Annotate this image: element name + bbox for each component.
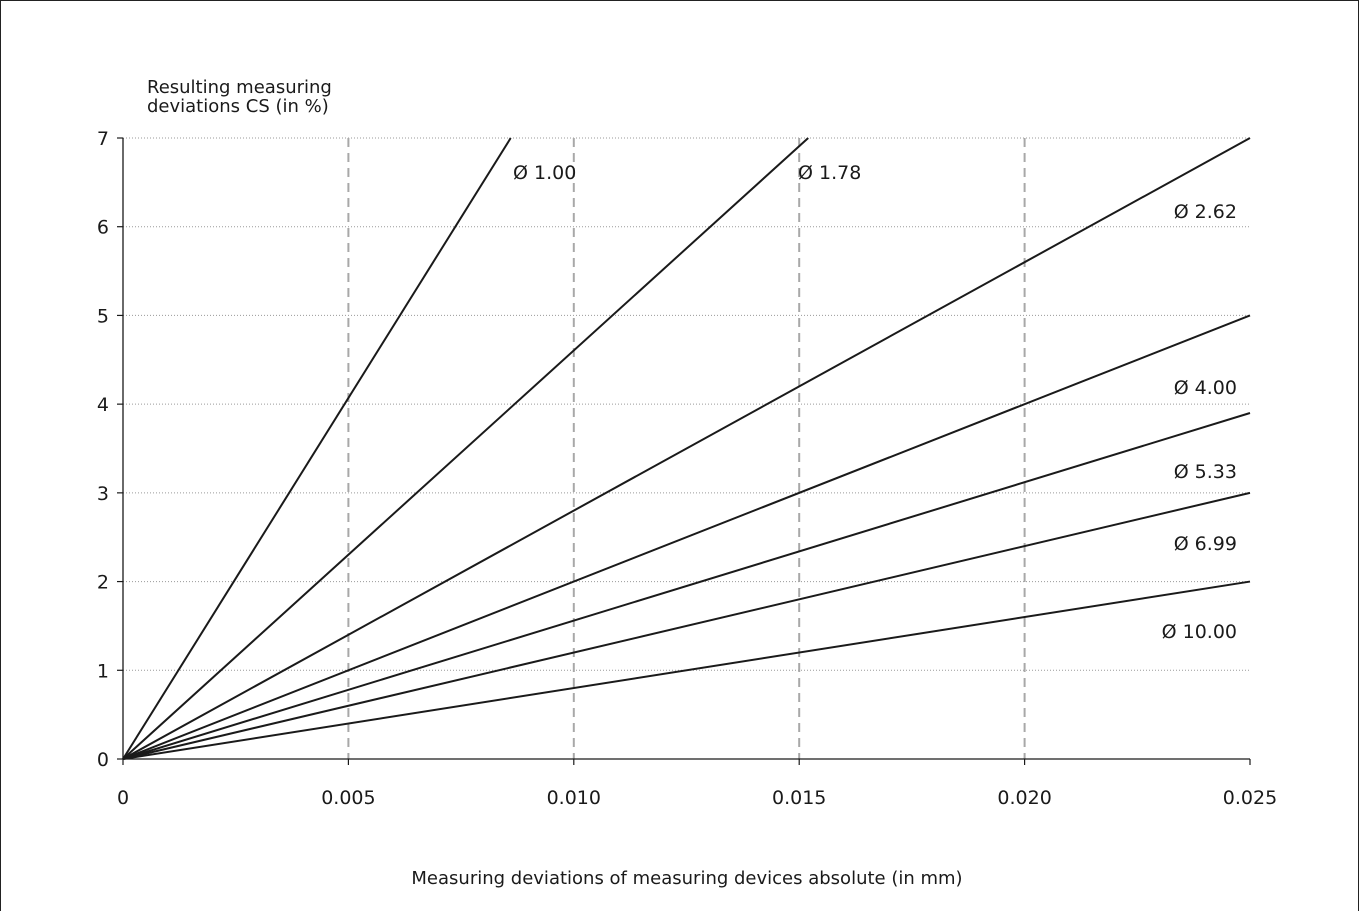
- label-layer: Ø 1.00 Ø 1.78 Ø 2.62 Ø 4.00 Ø 5.33 Ø 6.99 Ø 10…: [513, 162, 1237, 643]
- series-line-4.00: [122, 314, 1251, 760]
- x-tick-label: 0.010: [547, 787, 601, 809]
- y-tick-label: 7: [97, 128, 109, 150]
- x-tick-label: 0.015: [772, 787, 826, 809]
- y-tick-label: 6: [97, 217, 109, 239]
- series-label: Ø 4.00: [1174, 377, 1237, 399]
- y-axis-title-line-1: Resulting measuring: [147, 77, 332, 98]
- x-axis-title: Measuring deviations of measuring device…: [411, 868, 962, 889]
- series-label: Ø 5.33: [1174, 461, 1237, 483]
- grid-layer: [123, 137, 1250, 759]
- x-tick-label: 0.020: [997, 787, 1051, 809]
- y-tick-label: 5: [97, 305, 109, 327]
- series-label: Ø 1.78: [798, 162, 861, 184]
- series-line-5.33: [122, 412, 1251, 760]
- y-tick-label: 4: [97, 394, 109, 416]
- series-line-2.62: [122, 137, 1251, 760]
- axis-layer: 0 1 2 3 4 5 6 7 0 0.005 0.010 0.015 0.020 0.025: [97, 128, 1277, 809]
- series-label: Ø 6.99: [1174, 533, 1237, 555]
- series-line-1.00: [122, 137, 512, 760]
- y-tick-label: 0: [97, 749, 109, 771]
- series-line-6.99: [122, 491, 1251, 760]
- series-line-10.00: [122, 580, 1251, 760]
- y-axis-title-line-2: deviations CS (in %): [147, 96, 329, 117]
- series-label: Ø 1.00: [513, 162, 576, 184]
- series-label: Ø 10.00: [1162, 621, 1237, 643]
- series-layer: [122, 137, 1251, 760]
- series-label: Ø 2.62: [1174, 201, 1237, 223]
- series-line-1.78: [122, 137, 809, 760]
- x-tick-label: 0: [117, 787, 129, 809]
- y-tick-label: 3: [97, 483, 109, 505]
- y-tick-label: 2: [97, 572, 109, 594]
- x-tick-label: 0.025: [1223, 787, 1277, 809]
- x-tick-label: 0.005: [321, 787, 375, 809]
- y-tick-label: 1: [97, 660, 109, 682]
